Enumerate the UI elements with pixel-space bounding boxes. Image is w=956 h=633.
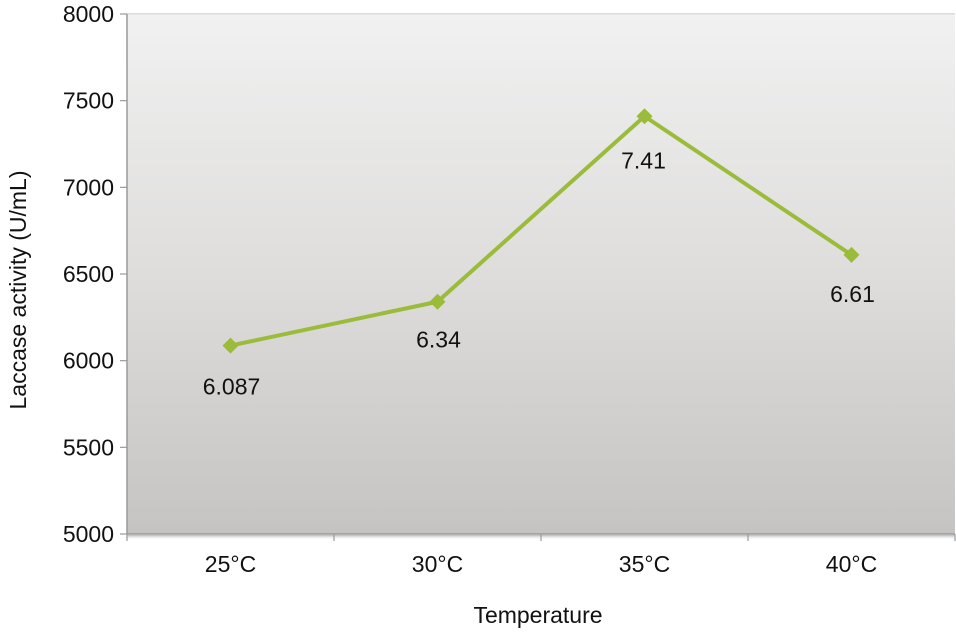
series-line (228, 114, 854, 348)
data-label: 6.34 (416, 327, 461, 353)
y-axis-title: Laccase activity (U/mL) (5, 170, 31, 409)
data-label: 7.41 (621, 147, 666, 173)
data-label: 6.087 (203, 374, 261, 400)
series-laccase-activity (222, 108, 860, 354)
x-tick-label: 40°C (826, 551, 877, 577)
x-axis-title: Temperature (473, 602, 602, 628)
diamond-marker (222, 337, 239, 354)
plot-area (127, 13, 955, 540)
y-tick-label: 7000 (63, 174, 114, 200)
y-tick-label: 5000 (63, 521, 114, 547)
x-tick-label: 35°C (619, 551, 670, 577)
x-tick-label: 30°C (412, 551, 463, 577)
y-tick-label: 6500 (63, 261, 114, 287)
data-label: 6.61 (830, 281, 875, 307)
diamond-marker (429, 293, 446, 310)
diamond-marker (636, 108, 653, 125)
data-labels: 6.087 6.34 7.41 6.61 (203, 147, 875, 399)
y-tick-label: 5500 (63, 434, 114, 460)
x-tick-label: 25°C (205, 551, 256, 577)
plot-top-border (127, 13, 955, 15)
y-tick-label: 6000 (63, 348, 114, 374)
y-tick-label: 8000 (63, 1, 114, 27)
diamond-marker (843, 246, 860, 263)
y-tick-label: 7500 (63, 88, 114, 114)
y-axis: 5000 5500 6000 6500 7000 7500 8000 (63, 1, 128, 547)
plot-background (127, 14, 955, 534)
x-axis: 25°C 30°C 35°C 40°C (126, 533, 956, 577)
